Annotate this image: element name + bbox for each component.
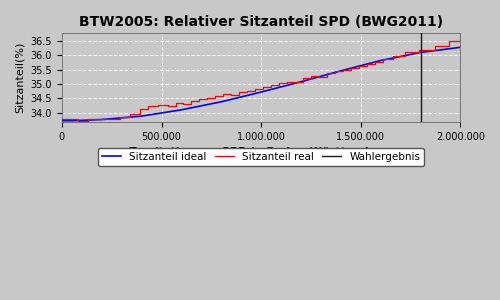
Sitzanteil real — [59, 117, 65, 121]
Sitzanteil real — [154, 105, 160, 108]
Sitzanteil ideal — [338, 69, 344, 73]
Sitzanteil real — [432, 44, 438, 48]
Sitzanteil ideal — [178, 108, 184, 112]
Sitzanteil ideal — [138, 114, 144, 118]
Title: BTW2005: Relativer Sitzanteil SPD (BWG2011): BTW2005: Relativer Sitzanteil SPD (BWG20… — [79, 15, 444, 29]
Sitzanteil ideal — [418, 51, 424, 54]
Sitzanteil ideal — [59, 119, 65, 122]
Line: Sitzanteil ideal: Sitzanteil ideal — [62, 47, 460, 121]
Sitzanteil ideal — [378, 59, 384, 62]
Sitzanteil ideal — [69, 119, 75, 122]
Sitzanteil real — [458, 34, 464, 38]
Sitzanteil real — [268, 85, 274, 89]
Sitzanteil ideal — [298, 80, 304, 83]
Sitzanteil real — [75, 119, 81, 123]
X-axis label: Zweitstimmen SPD in Baden-Württemberg: Zweitstimmen SPD in Baden-Württemberg — [129, 147, 394, 157]
Sitzanteil ideal — [458, 46, 464, 49]
Sitzanteil ideal — [258, 90, 264, 94]
Sitzanteil real — [212, 94, 218, 98]
Sitzanteil real — [196, 98, 202, 101]
Sitzanteil ideal — [218, 100, 224, 103]
Y-axis label: Sitzanteil(%): Sitzanteil(%) — [15, 42, 25, 113]
Legend: Sitzanteil ideal, Sitzanteil real, Wahlergebnis: Sitzanteil ideal, Sitzanteil real, Wahle… — [98, 148, 424, 166]
Line: Sitzanteil real: Sitzanteil real — [62, 36, 460, 121]
Sitzanteil ideal — [99, 118, 105, 122]
Sitzanteil real — [204, 98, 210, 101]
